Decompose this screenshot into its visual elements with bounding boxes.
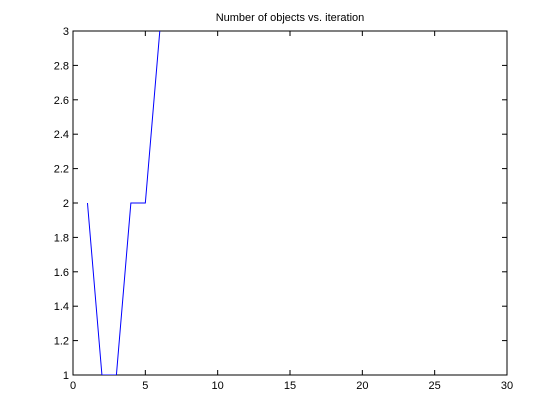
x-tick-label: 15 [284, 380, 296, 392]
y-tick-label: 2.4 [54, 129, 69, 141]
y-tick-label: 2.6 [54, 95, 69, 107]
series-line [86, 31, 161, 375]
y-tick-label: 3 [63, 26, 69, 38]
x-tick-label: 10 [212, 380, 224, 392]
y-tick-label: 2 [63, 198, 69, 210]
series-layer [86, 31, 161, 375]
x-tick-label: 20 [356, 380, 368, 392]
y-tick-label: 1 [63, 370, 69, 382]
x-tick-label: 5 [142, 380, 148, 392]
chart-title: Number of objects vs. iteration [216, 12, 365, 24]
y-tick-label: 1.8 [54, 232, 69, 244]
x-tick-label: 0 [70, 380, 76, 392]
x-tick-label: 30 [501, 380, 513, 392]
y-tick-label: 1.2 [54, 336, 69, 348]
y-tick-label: 1.6 [54, 267, 69, 279]
y-tick-label: 2.2 [54, 164, 69, 176]
x-tick-label: 25 [429, 380, 441, 392]
axis-ticks: 0 5 10 15 20 25 30 1 1.2 1.4 1.6 1.8 2 2.2 2.4 2.6 2.8 3 [54, 26, 513, 392]
y-tick-label: 1.4 [54, 301, 69, 313]
y-tick-label: 2.8 [54, 60, 69, 72]
